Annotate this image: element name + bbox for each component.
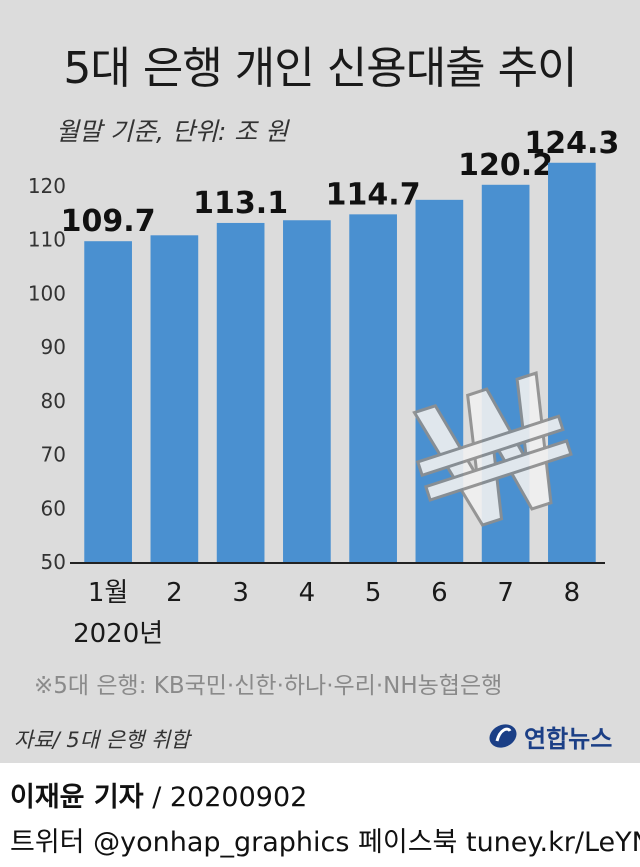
x-tick-label: 7 [497,578,514,608]
x-tick-label: 4 [299,578,316,608]
y-tick-label: 80 [41,389,66,413]
bar [84,241,132,562]
data-label: 113.1 [193,186,288,221]
y-axis: 50 60 70 80 90 100 110 120 [28,174,66,574]
yonhap-logo-icon [489,724,517,748]
x-axis-caption: 2020년 [73,619,163,649]
chart-subtitle: 월말 기준, 단위: 조 원 [56,117,289,146]
data-label: 124.3 [524,126,619,161]
bar [283,220,331,563]
logo-text: 연합뉴스 [524,724,613,753]
won-sign-icon [412,371,573,527]
bar [548,162,596,562]
data-label: 114.7 [326,177,421,212]
x-axis: 1월 2 3 4 5 6 7 8 2020년 [70,562,605,649]
x-tick-label: 2 [166,578,183,608]
x-tick-label: 5 [365,578,382,608]
bar [415,199,464,562]
y-tick-label: 50 [41,550,66,574]
data-label: 120.2 [458,148,553,183]
publish-date: / 20200902 [152,782,308,813]
credit-line: 이재윤 기자 / 20200902 [10,775,307,814]
bar [216,222,265,562]
yonhap-logo: 연합뉴스 [488,716,612,756]
y-tick-label: 90 [41,335,66,359]
x-tick-label: 6 [431,578,448,608]
y-tick-label: 120 [28,174,66,198]
x-tick-label: 8 [564,578,581,608]
social-links: 트위터 @yonhap_graphics 페이스북 tuney.kr/LeYN1 [10,827,640,858]
x-tick-label: 1월 [88,578,128,608]
y-tick-label: 100 [28,281,66,305]
data-label: 109.7 [61,204,156,239]
y-tick-label: 60 [41,496,66,520]
y-tick-label: 110 [28,228,66,252]
y-tick-label: 70 [41,443,66,467]
bar-chart: 50 60 70 80 90 100 110 120 109.7 113.1 114.7 120.2… [28,126,620,649]
bar [349,214,397,562]
x-tick-label: 3 [232,578,249,608]
reporter-name: 이재윤 기자 [10,782,144,813]
bar [150,235,199,562]
footnote: ※5대 은행: KB국민·신한·하나·우리·NH농협은행 [34,673,503,699]
source-text: 자료/ 5대 은행 취합 [14,728,190,752]
chart-title: 5대 은행 개인 신용대출 추이 [63,43,577,94]
